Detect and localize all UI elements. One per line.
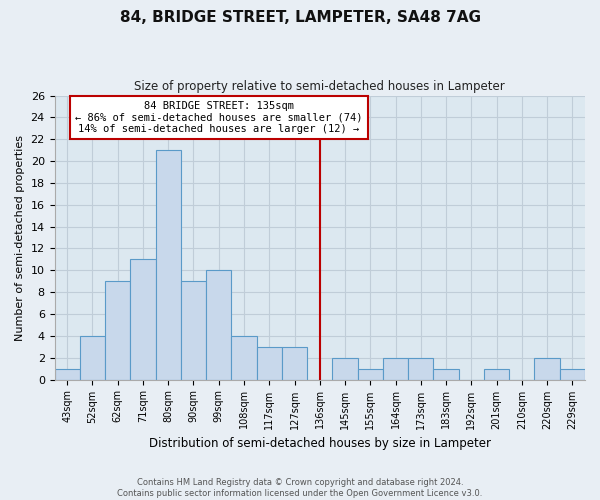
Bar: [80, 336, 105, 380]
Bar: [332, 358, 358, 380]
Bar: [408, 358, 433, 380]
Bar: [433, 368, 458, 380]
Text: Contains HM Land Registry data © Crown copyright and database right 2024.
Contai: Contains HM Land Registry data © Crown c…: [118, 478, 482, 498]
Text: 84, BRIDGE STREET, LAMPETER, SA48 7AG: 84, BRIDGE STREET, LAMPETER, SA48 7AG: [119, 10, 481, 25]
Y-axis label: Number of semi-detached properties: Number of semi-detached properties: [15, 134, 25, 340]
Bar: [383, 358, 408, 380]
Bar: [130, 260, 155, 380]
Bar: [257, 347, 282, 380]
Bar: [232, 336, 257, 380]
Bar: [105, 282, 130, 380]
Bar: [155, 150, 181, 380]
Bar: [55, 368, 80, 380]
Bar: [560, 368, 585, 380]
Bar: [358, 368, 383, 380]
X-axis label: Distribution of semi-detached houses by size in Lampeter: Distribution of semi-detached houses by …: [149, 437, 491, 450]
Title: Size of property relative to semi-detached houses in Lampeter: Size of property relative to semi-detach…: [134, 80, 505, 93]
Bar: [181, 282, 206, 380]
Bar: [206, 270, 232, 380]
Bar: [484, 368, 509, 380]
Bar: [535, 358, 560, 380]
Text: 84 BRIDGE STREET: 135sqm
← 86% of semi-detached houses are smaller (74)
14% of s: 84 BRIDGE STREET: 135sqm ← 86% of semi-d…: [75, 101, 362, 134]
Bar: [282, 347, 307, 380]
